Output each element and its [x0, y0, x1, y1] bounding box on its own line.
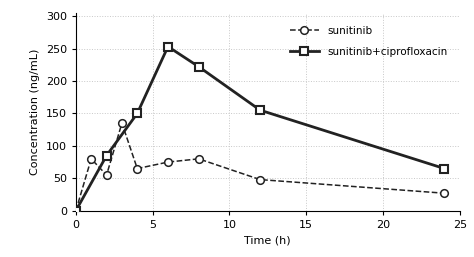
Legend: sunitinib, sunitinib+ciprofloxacin: sunitinib, sunitinib+ciprofloxacin	[287, 22, 451, 60]
Y-axis label: Concentration (ng/mL): Concentration (ng/mL)	[30, 49, 40, 175]
X-axis label: Time (h): Time (h)	[245, 235, 291, 245]
